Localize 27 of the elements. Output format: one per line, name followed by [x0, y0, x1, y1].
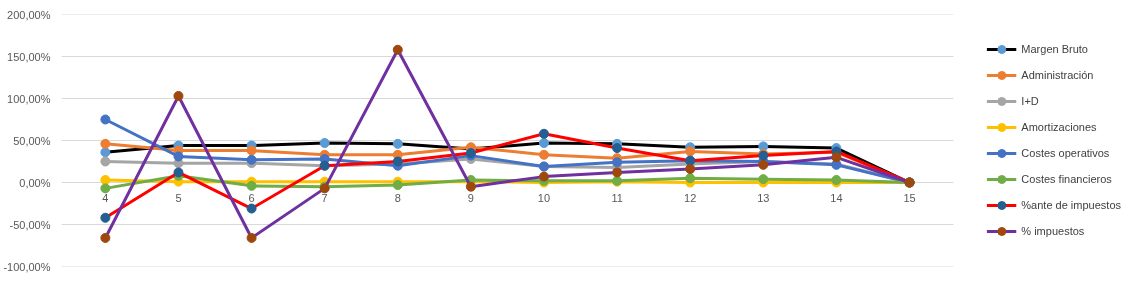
legend-label: Administración — [1021, 69, 1094, 81]
x-tick-label: 12 — [684, 191, 697, 204]
x-tick-label: 10 — [537, 191, 551, 204]
legend-label: Amortizaciones — [1021, 121, 1097, 133]
legend-label: Margen Bruto — [1021, 43, 1088, 55]
x-tick-label: 7 — [321, 191, 328, 204]
y-tick-label: -100,00% — [3, 260, 51, 273]
y-tick-label: 100,00% — [7, 92, 51, 105]
x-tick-label: 9 — [467, 191, 474, 204]
x-tick-label: 15 — [903, 191, 916, 204]
y-tick-label: -50,00% — [9, 218, 51, 231]
x-tick-label: 13 — [757, 191, 770, 204]
x-tick-label: 6 — [248, 191, 255, 204]
y-tick-label: 200,00% — [7, 8, 51, 21]
legend-label: % impuestos — [1021, 225, 1085, 237]
y-tick-label: 0,00% — [19, 176, 51, 189]
x-tick-label: 5 — [175, 191, 182, 204]
legend-label: Costes financieros — [1021, 173, 1112, 185]
legend-label: I+D — [1021, 95, 1040, 107]
x-tick-label: 11 — [611, 191, 623, 204]
y-tick-label: 150,00% — [7, 50, 51, 63]
legend-label: Costes operativos — [1021, 147, 1110, 159]
legend-label: %ante de impuestos — [1021, 199, 1121, 211]
x-tick-label: 14 — [830, 191, 843, 204]
x-tick-label: 8 — [394, 191, 401, 204]
y-tick-label: 50,00% — [13, 134, 51, 147]
x-tick-label: 4 — [102, 191, 109, 204]
